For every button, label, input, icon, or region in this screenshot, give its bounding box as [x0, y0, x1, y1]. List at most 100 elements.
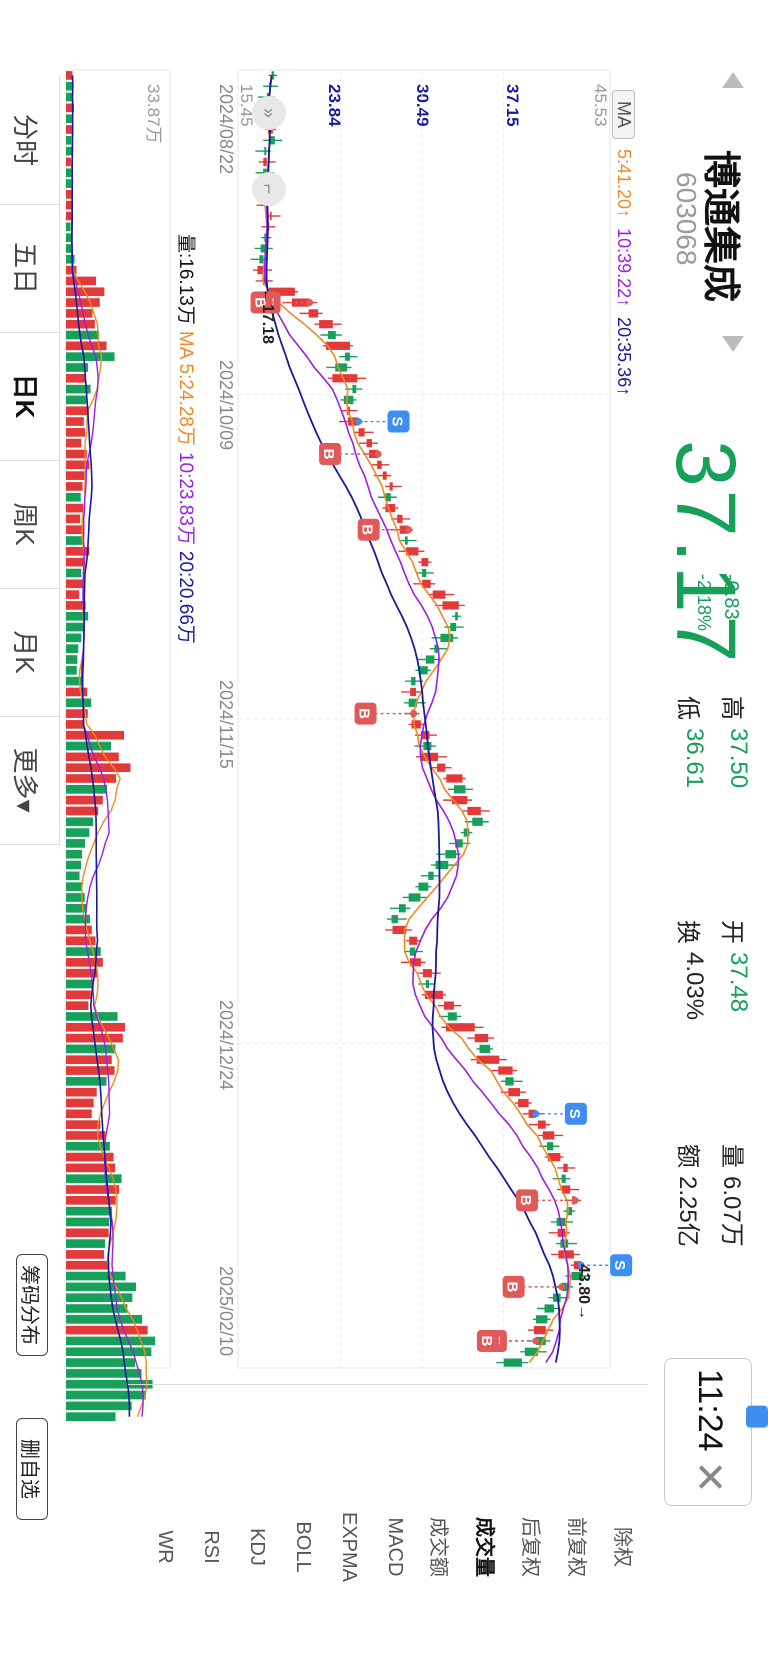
volume-bar — [65, 406, 89, 416]
crosshair-toggle-icon[interactable]: ⌐ — [252, 172, 286, 206]
volume-bar — [66, 1369, 142, 1378]
expand-chart-icon[interactable]: » — [252, 96, 286, 130]
volume-bar — [66, 1120, 101, 1129]
volume-bar — [65, 687, 88, 697]
signal-anchor — [410, 710, 418, 718]
candle-body — [445, 850, 457, 859]
volume-bar — [66, 471, 85, 480]
signal-label: S — [566, 1109, 583, 1119]
candle-body — [409, 958, 421, 967]
candle-body — [422, 969, 432, 978]
tab-more[interactable]: 更多▾ — [0, 716, 59, 845]
signal-anchor — [532, 1337, 540, 1345]
min-price-annotation: ←17.18 — [259, 288, 276, 345]
volume-bar — [66, 330, 100, 340]
volume-bar — [66, 1196, 116, 1205]
candle-body — [410, 687, 417, 697]
signal-label: B — [504, 1281, 521, 1292]
signal-badge-buy — [354, 702, 377, 725]
tab-five-day[interactable]: 五日 — [0, 204, 59, 333]
indicator-ex-rights[interactable]: 除权 — [611, 1527, 634, 1567]
signal-label: S — [389, 417, 406, 427]
volume-bar — [66, 860, 82, 870]
volume-bar — [66, 438, 82, 448]
volume-bar — [66, 633, 82, 643]
volume-bar — [66, 698, 92, 708]
volume-bar — [66, 211, 72, 221]
tab-minute[interactable]: 分时 — [0, 76, 59, 205]
volume-bar — [65, 1185, 120, 1194]
candle-body — [546, 1142, 554, 1151]
volume-bar — [65, 741, 112, 751]
candle-body — [325, 341, 350, 350]
volume-bar — [66, 990, 91, 1000]
candle-body — [409, 936, 418, 945]
candle-body — [345, 352, 350, 361]
volume-bar — [65, 514, 81, 524]
candle-body — [259, 255, 264, 264]
delete-watchlist-button[interactable]: 删自选 — [16, 1418, 48, 1520]
volume-bar — [66, 871, 80, 881]
indicator-boll[interactable]: BOLL — [292, 1521, 315, 1573]
volume-bar — [65, 1087, 97, 1097]
volume-bar — [65, 200, 73, 210]
candle-body — [421, 558, 429, 567]
volume-bar — [65, 644, 79, 654]
indicator-macd[interactable]: MACD — [384, 1517, 407, 1577]
candle-body — [508, 1088, 520, 1097]
indicator-volume[interactable]: 成交量 — [473, 1517, 496, 1577]
signal-label: S — [611, 1260, 628, 1270]
candle-body — [263, 157, 267, 167]
indicator-rsi[interactable]: RSI — [200, 1530, 223, 1564]
volume-bar — [66, 1163, 116, 1173]
tab-daily-k[interactable]: 日K — [0, 332, 59, 461]
volume-bar — [65, 1066, 115, 1075]
tab-monthly-k[interactable]: 月K — [0, 588, 59, 717]
indicator-expma[interactable]: EXPMA — [338, 1511, 361, 1583]
volume-bar — [66, 190, 72, 199]
candle-body — [563, 1163, 568, 1173]
candle-body — [397, 514, 403, 524]
period-tabs: 分时 五日 日K 周K 月K 更多▾ — [0, 76, 60, 846]
indicator-backward-adjusted[interactable]: 后复权 — [519, 1517, 542, 1577]
signal-label: B — [359, 524, 376, 535]
volume-bar — [65, 298, 100, 307]
volume-bar — [66, 547, 90, 556]
candle-body — [435, 860, 449, 870]
volume-bar — [66, 1206, 113, 1216]
volume-bar — [65, 1217, 110, 1227]
volume-bar — [66, 568, 82, 578]
candle-body — [503, 1358, 522, 1367]
candle-body — [557, 1228, 566, 1237]
volume-bar — [65, 222, 71, 232]
candle-body — [442, 601, 459, 610]
volume-bar — [65, 676, 84, 686]
indicator-wr[interactable]: WR — [154, 1530, 177, 1564]
candle-body — [422, 579, 431, 588]
volume-bar — [66, 1325, 148, 1335]
signal-label: B — [356, 708, 373, 719]
candle-body — [476, 1055, 500, 1064]
chip-distribution-button[interactable]: 筹码分布 — [16, 1254, 48, 1356]
volume-bar — [66, 92, 72, 102]
candle-body — [544, 1304, 555, 1313]
candle-body — [474, 1033, 489, 1043]
candle-body — [479, 1044, 491, 1054]
candle-body — [260, 244, 266, 253]
volume-bar — [65, 1098, 94, 1108]
indicator-forward-adjusted[interactable]: 前复权 — [565, 1517, 588, 1577]
volume-bar — [65, 903, 87, 913]
volume-bar — [65, 363, 89, 372]
candle-body — [382, 471, 387, 480]
signal-badge-sell — [387, 410, 410, 433]
signal-badge-sell — [564, 1102, 587, 1125]
candle-body — [547, 1152, 561, 1162]
volume-bar — [66, 482, 83, 491]
signal-badge-buy — [516, 1189, 539, 1212]
candle-body — [408, 893, 421, 902]
indicator-amount[interactable]: 成交额 — [427, 1517, 450, 1577]
indicator-kdj[interactable]: KDJ — [246, 1528, 269, 1566]
tab-weekly-k[interactable]: 周K — [0, 460, 59, 589]
volume-bar — [65, 71, 73, 80]
